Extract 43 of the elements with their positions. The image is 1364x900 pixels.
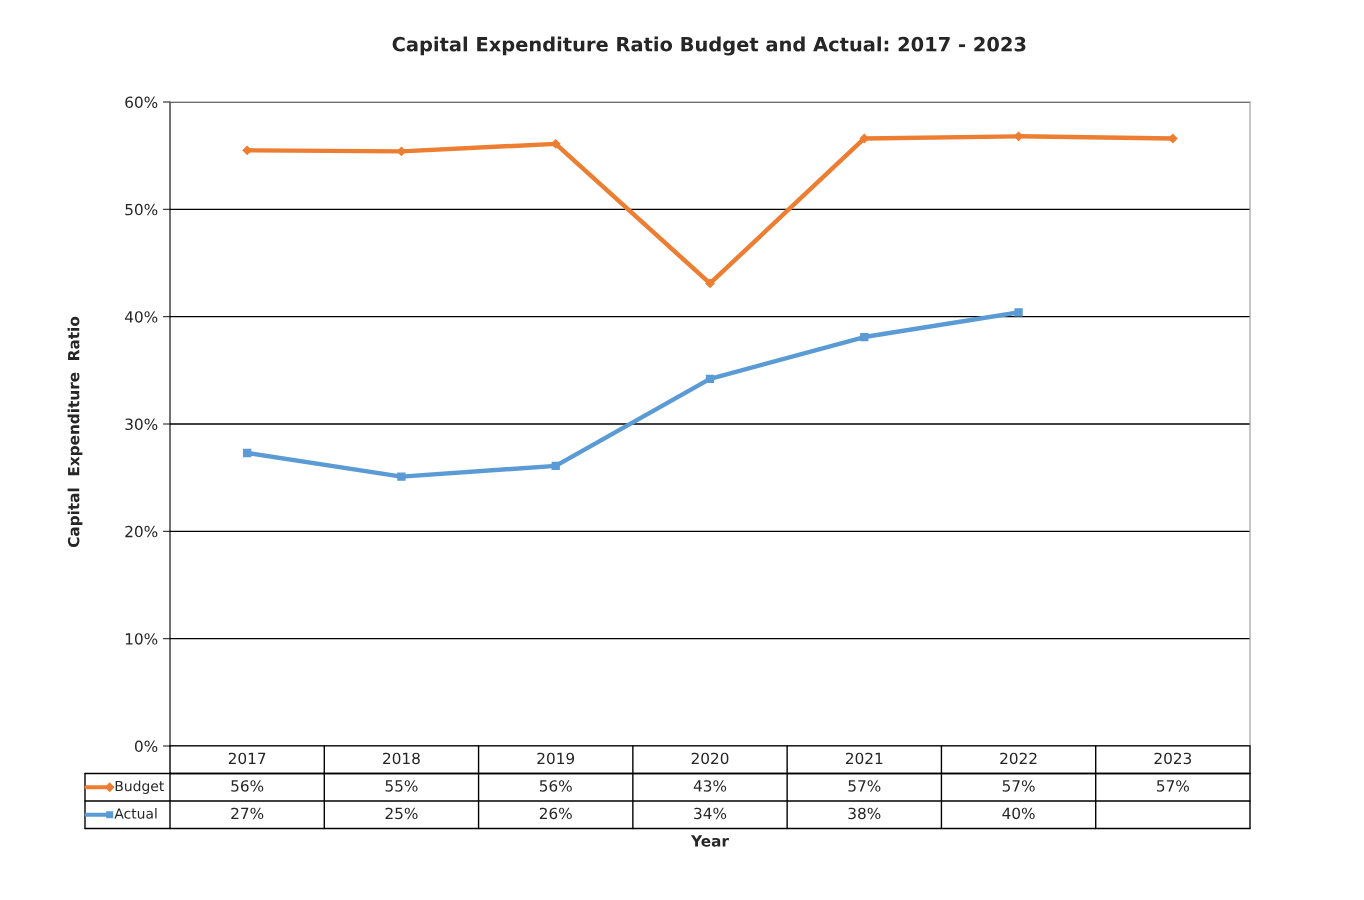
data-label: 40% (1002, 807, 1035, 820)
y-axis-title: Capital Expenditure Ratio (67, 316, 83, 548)
data-label: 56% (231, 780, 264, 792)
point (397, 472, 406, 481)
x-axis-title: Year (690, 835, 729, 847)
data-label: 57% (848, 780, 881, 792)
point (1014, 308, 1023, 317)
y-tick-label: 50% (125, 203, 158, 216)
data-label: 27% (231, 807, 264, 820)
point (1168, 133, 1178, 144)
x-tick-label: 2020 (691, 752, 729, 765)
point (242, 145, 252, 155)
point (551, 461, 560, 471)
x-tick-label: 2018 (383, 752, 420, 765)
point (859, 133, 869, 144)
data-label: 34% (694, 807, 727, 820)
x-tick-label: 2022 (1000, 752, 1037, 765)
point (705, 278, 715, 289)
y-tick-label: 10% (125, 633, 158, 645)
y-tick-label: 0% (134, 740, 158, 753)
point (242, 448, 252, 458)
point (551, 139, 561, 149)
x-tick-label: 2023 (1154, 752, 1192, 765)
data-label: 38% (848, 807, 881, 820)
data-label: 25% (385, 807, 418, 820)
y-tick-label: 30% (125, 418, 158, 431)
y-tick-label: 40% (124, 311, 158, 323)
data-label: 26% (539, 807, 572, 820)
data-label: 57% (1002, 780, 1035, 792)
x-tick-label: 2021 (845, 752, 883, 765)
legend-label: Budget (115, 780, 164, 794)
point (705, 374, 715, 384)
chart-title: Capital Expenditure Ratio Budget and Actual: 2017 - 2023 (392, 36, 1026, 56)
data-label: 57% (1157, 780, 1189, 792)
data-label: 43% (693, 780, 727, 792)
data-label: 55% (385, 780, 418, 792)
legend-label: Actual (114, 808, 157, 819)
point (860, 332, 869, 342)
data-label: 56% (539, 780, 572, 792)
y-tick-label: 20% (125, 525, 158, 538)
x-tick-label: 2017 (228, 752, 266, 765)
y-tick-label: 60% (125, 96, 158, 109)
x-tick-label: 2019 (537, 752, 575, 765)
